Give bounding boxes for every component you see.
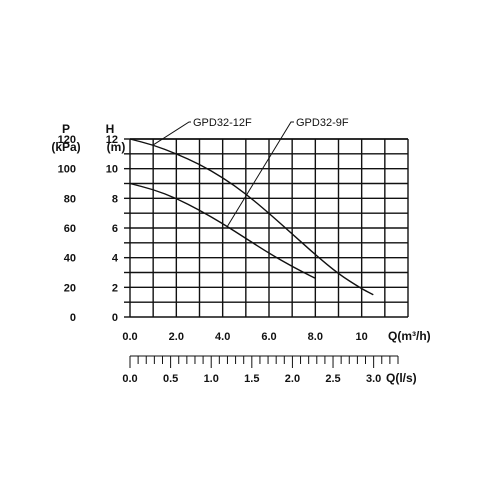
h-axis-label: H [106,122,115,136]
p-axis-tick-label: 40 [64,253,76,265]
p-axis-tick-label: 20 [64,282,76,294]
pump-curves [129,138,374,296]
p-axis-tick-label: 100 [58,164,76,176]
h-axis-tick-label: 4 [112,253,119,265]
x-axis-tick-label: 10 [356,331,368,343]
secondary-x-tick-label: 1.0 [204,373,219,385]
secondary-x-tick-label: 1.5 [244,373,259,385]
series-label-gpd32-12f: GPD32-12F [193,117,252,129]
h-axis-tick-label: 0 [112,312,118,324]
secondary-x-tick-label: 0.5 [163,373,178,385]
h-axis-tick-label: 8 [112,193,118,205]
h-axis-tick-label: 10 [106,164,118,176]
x-axis-tick-label: 4.0 [215,331,230,343]
h-axis-unit: (m) [107,140,126,154]
p-axis-unit: (kPa) [51,140,80,154]
p-axis-tick-label: 80 [64,193,76,205]
curve-gpd32-12f [129,138,374,296]
h-axis-tick-label: 2 [112,282,118,294]
secondary-x-label: Q(l/s) [386,371,417,385]
leader-gpd32-12f [152,121,191,146]
series-label-gpd32-9f: GPD32-9F [296,117,349,129]
leader-gpd32-9f [226,121,294,227]
grid [124,138,409,318]
x-axis-tick-label: 8.0 [308,331,323,343]
secondary-x-tick-label: 2.0 [285,373,300,385]
x-axis-tick-label: 6.0 [261,331,276,343]
x-axis-tick-label: 0.0 [122,331,137,343]
h-axis-tick-label: 6 [112,223,118,235]
p-axis-label: P [62,122,70,136]
x-axis-tick-label: 2.0 [169,331,184,343]
p-axis-tick-label: 60 [64,223,76,235]
secondary-x-tick-label: 2.5 [325,373,340,385]
p-axis-tick-label: 120 [58,134,76,146]
h-axis-tick-label: 12 [106,134,118,146]
x-axis-label: Q(m³/h) [388,329,431,343]
secondary-x-axis: 0.0 0.5 1.0 1.5 2.0 2.5 3.0 Q(l/s) [122,355,417,385]
curve-gpd32-9f [129,182,317,280]
series-leader-lines [152,121,294,227]
secondary-x-tick-label: 3.0 [366,373,381,385]
p-axis-tick-label: 0 [70,312,76,324]
secondary-x-tick-label: 0.0 [122,373,137,385]
